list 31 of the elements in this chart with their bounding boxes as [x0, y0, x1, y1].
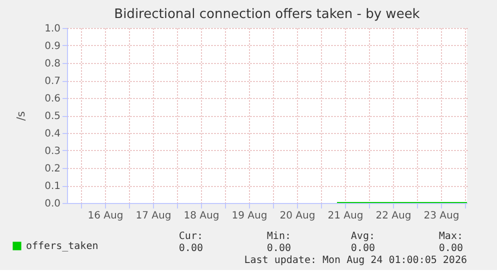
x-tick-label: 23 Aug [424, 210, 460, 222]
x-tick-label: 21 Aug [328, 210, 364, 222]
x-tick-label: 20 Aug [280, 210, 316, 222]
y-tick-label: 0.6 [44, 94, 60, 104]
text: Cur: [178, 231, 203, 242]
text: Max: [438, 231, 463, 242]
text: 0.00 [178, 243, 203, 254]
x-tick-label: 22 Aug [376, 210, 412, 222]
y-tick-label: 1.0 [44, 24, 60, 34]
x-tick-label: 16 Aug [88, 210, 124, 222]
text: 0.00 [350, 243, 375, 254]
y-tick-label: 0.4 [44, 128, 60, 140]
text: Last update: Mon Aug 24 01:00:05 2026 [244, 255, 467, 266]
chart-title: Bidirectional connection offers taken - by week [114, 7, 420, 22]
y-axis-title: /s [14, 111, 28, 121]
x-tick-label: 18 Aug [184, 210, 220, 222]
legend-label: offers_taken [26, 241, 98, 252]
y-tick-label: 0.7 [44, 76, 60, 87]
x-tick-label: 17 Aug [136, 210, 172, 222]
y-tick-label: 0.5 [44, 111, 60, 122]
y-tick-label: 0.2 [44, 164, 60, 174]
y-tick-label: 0.0 [44, 198, 60, 210]
y-tick-label: 0.8 [44, 58, 60, 70]
text: 0.00 [438, 243, 463, 254]
y-tick-label: 0.3 [44, 146, 60, 157]
text: 0.00 [266, 243, 291, 254]
text: Avg: [350, 231, 375, 242]
text: Min: [266, 231, 291, 242]
y-tick-label: 0.9 [44, 41, 60, 52]
x-tick-label: 19 Aug [232, 210, 268, 222]
y-tick-label: 0.1 [44, 181, 60, 192]
